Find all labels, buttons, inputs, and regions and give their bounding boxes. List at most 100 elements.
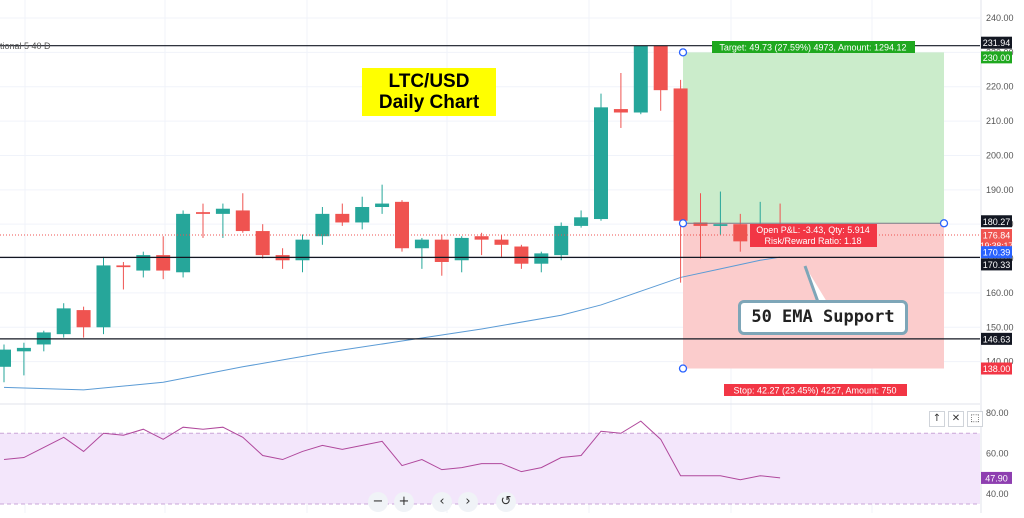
price-badge [981, 246, 1012, 259]
candle-body [176, 213, 191, 273]
candle-body [235, 210, 250, 232]
candle-body [653, 45, 668, 91]
price-tick-label: 220.00 [986, 82, 1014, 92]
candle-body [375, 203, 390, 207]
chart-navigation-toolbar: − + ‹ › ↺ [368, 492, 516, 512]
candle-body [136, 255, 151, 271]
candles [0, 45, 788, 383]
position-handle [678, 364, 688, 373]
rsi-badge: 47.90 [981, 471, 1012, 484]
rsi-line [3, 420, 781, 481]
close-icon[interactable]: ✕ [948, 411, 964, 427]
candle-body [56, 308, 71, 335]
target-label-text: Target: 49.73 (27.59%) 4973, Amount: 129… [719, 43, 906, 53]
candle-body [255, 231, 270, 256]
scroll-forward-button[interactable]: › [458, 492, 478, 512]
rsi-badge-value: 47.90 [985, 473, 1008, 483]
loss-zone[interactable] [683, 223, 944, 369]
price-badge [981, 258, 1012, 271]
chart-title-box: LTC/USD Daily Chart [362, 68, 496, 116]
candle-body [0, 349, 11, 367]
candle-body [116, 265, 131, 268]
countdown-label: 19:38:17 [980, 241, 1013, 251]
candle-body [16, 347, 31, 352]
price-badge [981, 332, 1012, 345]
price-tick-label: 200.00 [986, 150, 1014, 160]
candle-body [395, 201, 409, 249]
rsi-tick-label: 40.00 [986, 489, 1009, 499]
candle-body [96, 265, 111, 328]
price-tick-label: 190.00 [986, 185, 1014, 195]
price-badge-value: 138.00 [983, 364, 1011, 374]
rsi-pane-controls: ↑ ✕ ⬚ [929, 411, 983, 427]
price-badge-value: 231.94 [983, 38, 1011, 48]
candle-body [494, 239, 509, 245]
candle-body [414, 239, 429, 249]
profit-zone[interactable] [683, 52, 944, 224]
price-badge [981, 362, 1012, 375]
candle-body [434, 239, 449, 262]
price-badge-value: 170.33 [983, 260, 1011, 270]
candle-body [355, 207, 370, 223]
indicator-label: tional 5 40 D [0, 41, 51, 51]
price-tick-label: 240.00 [986, 13, 1014, 23]
chart-title-line-1: LTC/USD [388, 71, 470, 92]
stop-label-text: Stop: 42.27 (23.45%) 4227, Amount: 750 [733, 386, 896, 396]
price-tick-label: 150.00 [986, 322, 1014, 332]
price-tick-label: 140.00 [986, 357, 1014, 367]
candle-body [196, 212, 210, 214]
rsi-axis[interactable]: 80.00 60.00 40.00 [986, 408, 1009, 499]
candle-body [733, 224, 748, 242]
candle-body [514, 246, 529, 264]
candle-body [215, 208, 230, 214]
candle-body [335, 213, 350, 223]
move-up-icon[interactable]: ↑ [929, 411, 945, 427]
candle-body [295, 239, 310, 261]
price-badge [981, 36, 1012, 49]
stop-label: Stop: 42.27 (23.45%) 4227, Amount: 750 [724, 384, 907, 396]
candle-body [613, 109, 628, 113]
price-badge-value: 230.00 [983, 53, 1011, 63]
candle-body [474, 236, 489, 240]
candle-body [673, 88, 688, 221]
ema-50-line [3, 256, 781, 391]
position-handle [678, 219, 688, 228]
position-handle [678, 48, 688, 57]
candle-body [633, 45, 648, 113]
price-badge-value: 170.39 [983, 248, 1011, 258]
candle-body [574, 217, 589, 226]
zoom-out-button[interactable]: − [368, 492, 388, 512]
position-handle [939, 219, 949, 228]
candle-body [693, 222, 708, 226]
price-tick-label: 210.00 [986, 116, 1014, 126]
price-badge-value: 180.27 [983, 217, 1011, 227]
maximize-icon[interactable]: ⬚ [967, 411, 983, 427]
pnl-line-1: Open P&L: -3.43, Qty: 5.914 [756, 225, 870, 235]
candle-body [713, 224, 728, 226]
candle-body [554, 225, 569, 256]
candle-body [454, 237, 469, 261]
price-badge-value: 176.84 [983, 231, 1011, 241]
pnl-label: Open P&L: -3.43, Qty: 5.914 Risk/Reward … [750, 224, 877, 247]
zoom-in-button[interactable]: + [394, 492, 414, 512]
scroll-back-button[interactable]: ‹ [432, 492, 452, 512]
reset-chart-button[interactable]: ↺ [496, 492, 516, 512]
price-badge-value: 146.63 [983, 334, 1011, 344]
price-badge [981, 229, 1012, 252]
chart-title-line-2: Daily Chart [378, 92, 480, 113]
pnl-line-2: Risk/Reward Ratio: 1.18 [764, 236, 861, 246]
candle-body [315, 213, 330, 237]
position-handles[interactable] [678, 48, 949, 373]
candle-body [76, 310, 91, 328]
rsi-band [0, 433, 980, 504]
candle-body [594, 107, 608, 220]
rsi-tick-label: 80.00 [986, 408, 1009, 418]
target-label: Target: 49.73 (27.59%) 4973, Amount: 129… [712, 41, 915, 53]
rsi-tick-label: 60.00 [986, 448, 1009, 458]
price-tick-label: 160.00 [986, 288, 1014, 298]
price-badge [981, 51, 1012, 64]
candle-body [534, 253, 549, 264]
